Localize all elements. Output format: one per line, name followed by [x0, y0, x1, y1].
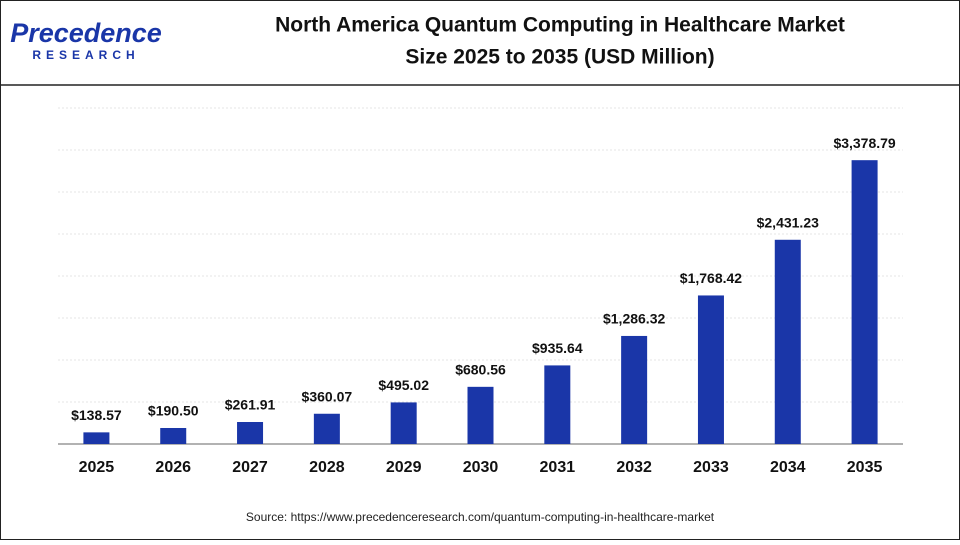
value-label: $190.50 [148, 403, 199, 419]
chart-subtitle: Size 2025 to 2035 (USD Million) [405, 46, 714, 69]
x-tick-label: 2031 [540, 459, 576, 476]
x-tick-label: 2025 [79, 459, 115, 476]
x-tick-label: 2029 [386, 459, 422, 476]
x-tick-label: 2034 [770, 459, 806, 476]
x-tick-label: 2032 [616, 459, 652, 476]
source: Source: https://www.precedenceresearch.c… [246, 510, 715, 524]
x-tick-label: 2033 [693, 459, 729, 476]
x-tick-label: 2030 [463, 459, 499, 476]
x-tick-label: 2035 [847, 459, 883, 476]
value-label: $935.64 [532, 340, 583, 356]
value-label: $1,768.42 [680, 270, 742, 286]
value-label: $2,431.23 [757, 214, 819, 230]
value-label: $360.07 [302, 388, 353, 404]
bar [774, 239, 801, 444]
value-label: $261.91 [225, 397, 276, 413]
bar [83, 432, 110, 444]
value-label: $3,378.79 [833, 135, 895, 151]
bar [237, 421, 264, 444]
bar [160, 427, 187, 444]
value-label: $680.56 [455, 362, 506, 378]
logo-tagline: RESEARCH [32, 48, 139, 62]
bar [544, 365, 571, 444]
value-label: $138.57 [71, 407, 122, 423]
bar [313, 413, 340, 444]
logo-name: Precedence [10, 18, 162, 48]
chart-title: North America Quantum Computing in Healt… [275, 14, 845, 37]
x-tick-label: 2028 [309, 459, 345, 476]
value-label: $495.02 [378, 377, 429, 393]
logo: Precedence RESEARCH [10, 18, 162, 62]
bar [697, 295, 724, 444]
bar [390, 402, 417, 444]
x-tick-label: 2027 [232, 459, 268, 476]
bar [621, 335, 648, 444]
bar [467, 386, 494, 444]
value-label: $1,286.32 [603, 311, 665, 327]
x-tick-label: 2026 [155, 459, 191, 476]
bar [851, 160, 878, 444]
